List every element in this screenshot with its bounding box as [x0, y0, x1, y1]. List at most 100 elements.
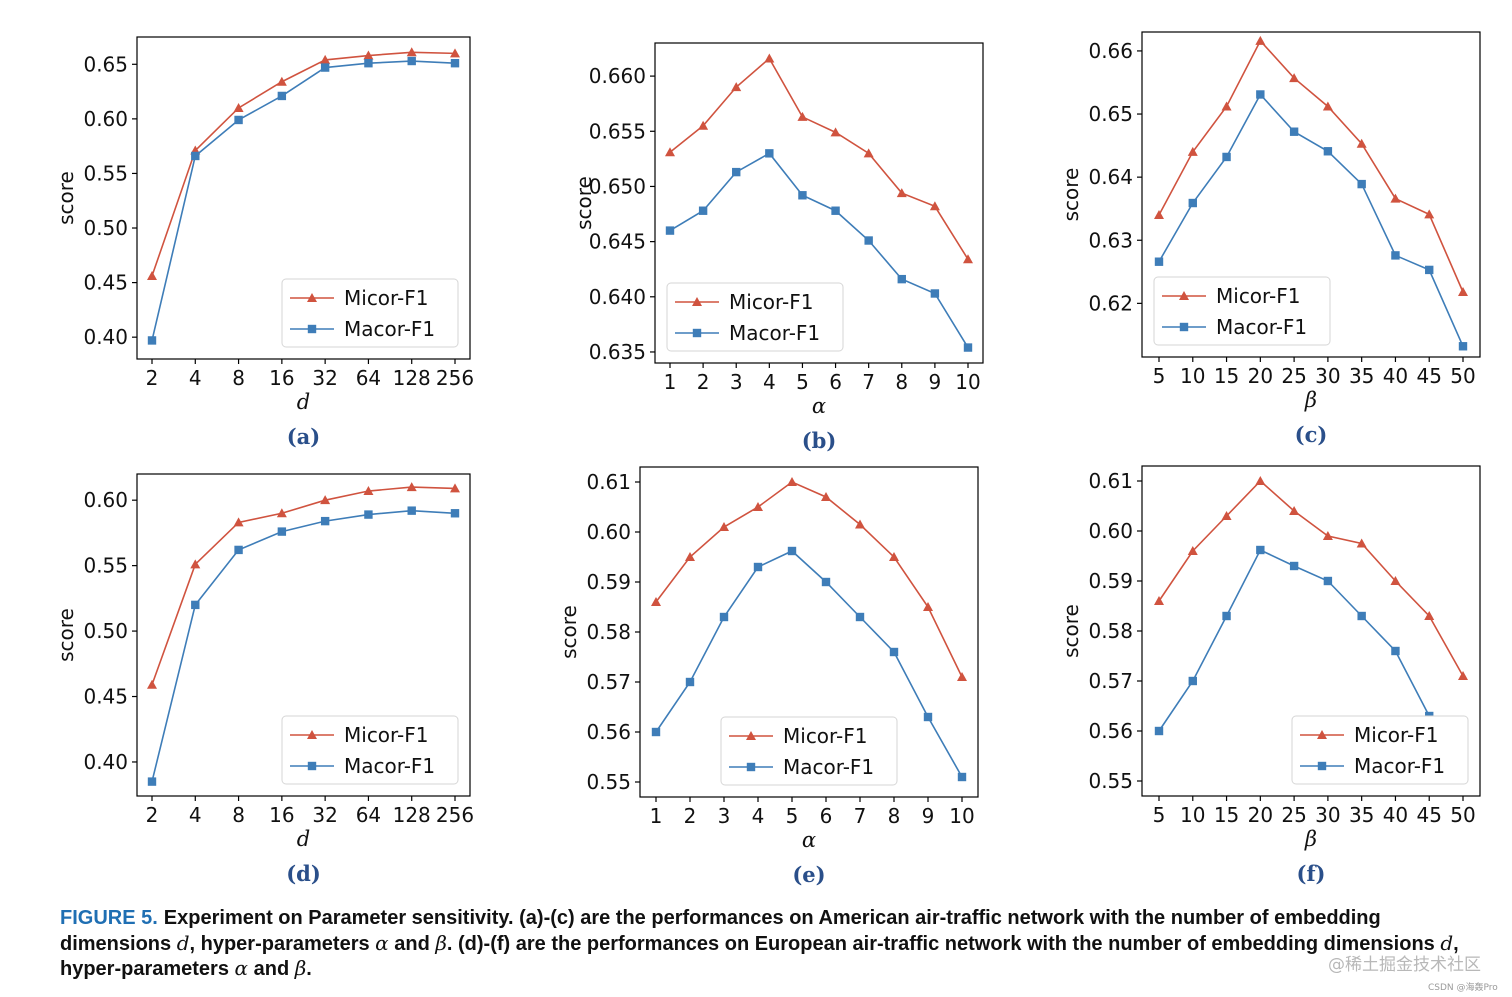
caption-text: Experiment on Parameter sensitivity. (a)…: [60, 907, 1459, 980]
x-tick-label: 8: [888, 804, 901, 828]
x-tick-label: 3: [718, 804, 731, 828]
caption-segment: and: [248, 958, 295, 980]
data-point-macor: [651, 727, 661, 737]
figure-label: FIGURE 5.: [60, 907, 158, 929]
data-point-macor: [698, 206, 708, 215]
chart-panel-f: 0.55 0.56 0.57 0.58 0.59 0.60 0.61 5 10 15 20 25 30 3…: [1059, 465, 1481, 886]
data-point-micor: [821, 492, 831, 501]
data-point-micor: [1424, 611, 1435, 620]
data-point-macor: [753, 562, 763, 572]
y-tick-label: 0.50: [83, 619, 128, 643]
y-tick-label: 0.40: [83, 325, 128, 349]
caption-math-symbol: β: [435, 930, 447, 955]
plot-frame: [136, 36, 471, 360]
data-point-macor: [1357, 179, 1366, 189]
panel-label: (b): [802, 428, 837, 453]
data-point-micor: [1221, 101, 1232, 111]
y-tick-label: 0.56: [586, 720, 631, 744]
legend-label: Micor-F1: [344, 723, 428, 747]
y-tick-label: 0.60: [1088, 519, 1133, 543]
legend: Micor-F1 Macor-F1: [281, 278, 459, 348]
data-point-micor: [320, 54, 331, 64]
y-tick-label: 0.63: [1088, 228, 1133, 252]
data-point-macor: [765, 149, 774, 158]
data-point-micor: [797, 111, 808, 121]
caption-segment: dimensions: [60, 932, 177, 955]
data-point-micor: [1356, 138, 1367, 148]
chart-panel-c: 0.62 0.63 0.64 0.65 0.66 5 10 15 20 25 30 35 40 45 50 β…: [1059, 31, 1481, 447]
figure-caption: FIGURE 5. Experiment on Parameter sensiti…: [60, 906, 1460, 982]
y-tick-label: 0.55: [586, 770, 631, 794]
legend-marker: [746, 731, 756, 740]
legend-marker: [746, 762, 756, 772]
x-tick-label: 10: [949, 804, 974, 828]
y-tick-label: 0.65: [83, 52, 128, 76]
x-tick-label: 2: [146, 366, 159, 390]
data-point-macor: [320, 63, 330, 72]
data-point-macor: [407, 56, 416, 66]
data-point-macor: [1154, 726, 1164, 736]
data-point-micor: [830, 127, 841, 137]
x-tick-label: 50: [1450, 364, 1475, 388]
data-point-micor: [1255, 35, 1266, 45]
x-tick-label: 9: [929, 370, 942, 394]
legend-marker: [1179, 291, 1189, 300]
y-tick-label: 0.40: [83, 750, 128, 774]
x-tick-label: 5: [1153, 803, 1166, 827]
panel-label: (c): [1295, 422, 1328, 447]
x-tick-label: 256: [436, 803, 474, 827]
x-tick-label: 8: [232, 366, 245, 390]
x-tick-label: 4: [752, 804, 765, 828]
x-tick-label: 35: [1349, 364, 1374, 388]
x-axis-label: d: [297, 390, 310, 414]
data-point-micor: [1289, 506, 1300, 515]
legend-marker: [1179, 322, 1189, 332]
data-point-macor: [1154, 257, 1164, 266]
data-point-macor: [407, 506, 416, 515]
series-line-macor: [669, 152, 969, 348]
y-tick-label: 0.64: [1088, 165, 1133, 189]
data-point-micor: [320, 495, 331, 505]
data-point-micor: [787, 477, 797, 486]
data-point-macor: [320, 516, 330, 526]
data-point-macor: [855, 612, 865, 622]
data-point-macor: [732, 167, 741, 177]
data-point-macor: [1323, 576, 1333, 586]
y-tick-label: 0.62: [1088, 291, 1133, 315]
panel-label: (d): [286, 861, 321, 886]
series-line-macor: [151, 60, 456, 341]
x-tick-label: 7: [854, 804, 867, 828]
legend-box: [666, 282, 844, 352]
data-point-macor: [930, 289, 940, 298]
y-tick-label: 0.61: [1088, 469, 1133, 493]
y-tick-label: 0.61: [586, 470, 631, 494]
data-point-micor: [1289, 73, 1300, 83]
x-tick-label: 8: [895, 370, 908, 394]
data-point-macor: [1256, 90, 1265, 99]
data-point-micor: [863, 148, 874, 158]
x-tick-label: 40: [1383, 364, 1408, 388]
data-point-micor: [764, 53, 775, 63]
chart-panel-e: 0.55 0.56 0.57 0.58 0.59 0.60 0.61 1 2 3 4 5 6 7 8 9 10 α…: [557, 466, 979, 887]
data-point-micor: [450, 483, 460, 493]
data-point-macor: [450, 58, 460, 68]
plot-frame: [654, 42, 984, 364]
data-point-macor: [798, 191, 807, 200]
y-tick-label: 0.60: [83, 488, 128, 512]
data-point-macor: [685, 677, 695, 687]
x-axis-label: α: [812, 394, 826, 418]
x-tick-label: 256: [436, 366, 474, 390]
y-tick-label: 0.59: [1088, 569, 1133, 593]
series-line-micor: [1158, 39, 1464, 293]
x-tick-label: 45: [1416, 803, 1441, 827]
data-point-macor: [1188, 198, 1197, 208]
x-tick-label: 1: [650, 804, 663, 828]
caption-segment: and: [388, 932, 436, 955]
caption-segment: .: [306, 958, 312, 980]
data-point-micor: [363, 486, 374, 496]
data-point-macor: [1289, 561, 1299, 571]
data-point-micor: [753, 502, 763, 511]
legend-label: Micor-F1: [1216, 284, 1300, 308]
x-axis-label: β: [1304, 388, 1317, 412]
data-point-macor: [1391, 646, 1400, 656]
